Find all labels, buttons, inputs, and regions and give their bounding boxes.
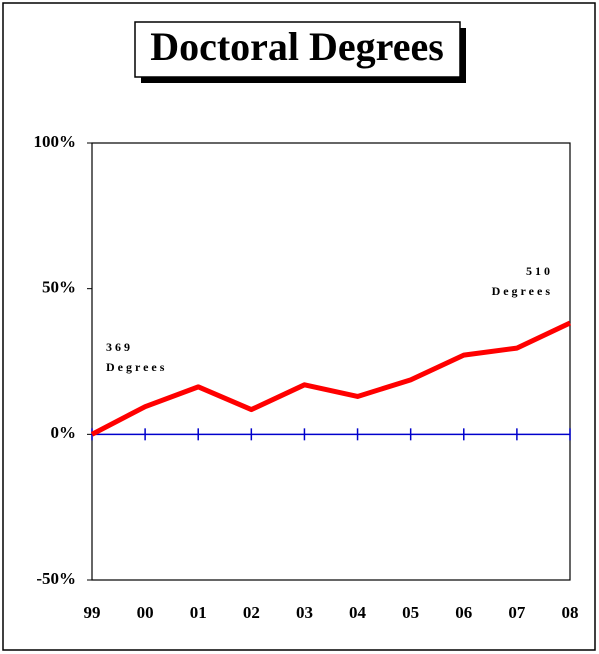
chart-title: Doctoral Degrees — [150, 24, 444, 69]
x-tick-label: 07 — [508, 603, 526, 622]
data-line — [90, 320, 572, 437]
y-tick-label: -50% — [36, 569, 76, 588]
x-tick-label: 05 — [402, 603, 419, 622]
x-tick-label: 02 — [243, 603, 260, 622]
annotation: Degrees — [492, 284, 553, 298]
y-tick-label: 100% — [34, 132, 77, 151]
plot-area — [91, 142, 571, 581]
x-tick-label: 00 — [137, 603, 154, 622]
annotation: Degrees — [106, 360, 167, 374]
annotation: 510 — [526, 264, 553, 278]
y-tick-label: 0% — [51, 423, 77, 442]
x-tick-label: 06 — [455, 603, 472, 622]
x-tick-label: 08 — [562, 603, 579, 622]
title-box — [134, 21, 461, 78]
x-tick-label: 01 — [190, 603, 207, 622]
annotation: 369 — [106, 340, 133, 354]
x-tick-label: 03 — [296, 603, 313, 622]
x-tick-label: 04 — [349, 603, 367, 622]
x-tick-label: 99 — [84, 603, 101, 622]
y-tick-label: 50% — [42, 278, 76, 297]
